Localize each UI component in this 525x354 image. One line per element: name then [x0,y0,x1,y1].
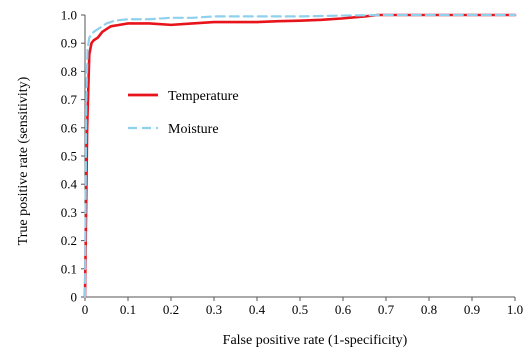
legend-label-moisture: Moisture [168,122,219,137]
y-tick-label: 0.1 [61,261,77,276]
x-tick-label: 0.4 [249,302,266,317]
x-tick-label: 0.3 [206,302,222,317]
y-tick-label: 0.2 [61,233,77,248]
x-tick-label: 0.5 [292,302,308,317]
x-axis-label: False positive rate (1-specificity) [223,333,408,348]
x-tick-label: 0.7 [378,302,395,317]
y-axis-label: True positive rate (sensitivity) [16,76,31,245]
y-tick-label: 0.8 [61,64,77,79]
y-tick-label: 0.5 [61,149,77,164]
y-tick-label: 0.6 [61,120,78,135]
legend-label-temperature: Temperature [168,89,239,104]
y-tick-label: 1.0 [61,8,77,23]
x-tick-label: 0.2 [163,302,179,317]
y-tick-label: 0.7 [61,92,78,107]
x-tick-label: 0.1 [120,302,136,317]
series-line-moisture [83,13,517,299]
x-tick-label: 0.8 [421,302,437,317]
y-tick-label: 0.9 [61,36,77,51]
series-line-temperature [83,13,517,299]
x-tick-label: 0.9 [464,302,480,317]
plot-area: 0 0.1 0.2 0.3 0.4 0.5 0.6 0.7 0.8 0.9 1.0 0 0.1 0.2 0.… [61,8,523,318]
y-tick-label: 0.3 [61,205,77,220]
x-tick-label: 0.6 [335,302,352,317]
x-tick-label: 0 [82,302,89,317]
legend: Temperature Moisture [128,89,239,137]
y-tick-label: 0 [71,290,78,305]
y-tick-label: 0.4 [61,177,78,192]
x-tick-label: 1.0 [507,302,523,317]
